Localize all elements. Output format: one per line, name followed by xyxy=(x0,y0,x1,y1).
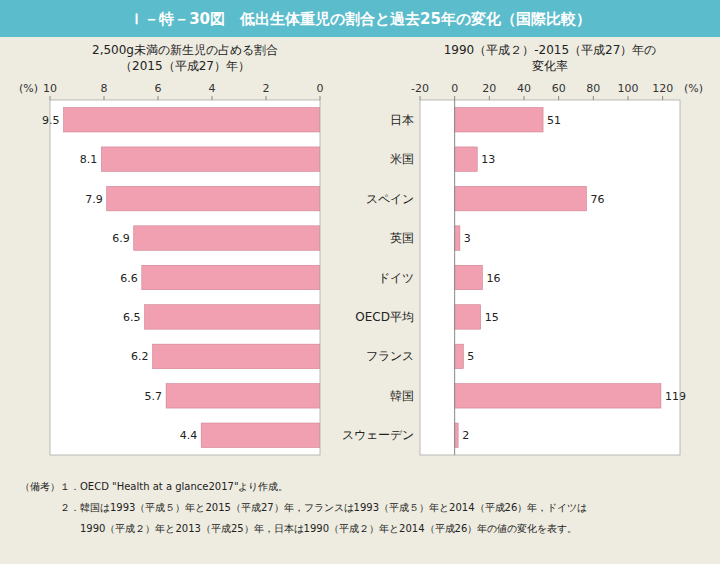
chart-subtitle: 変化率 xyxy=(532,59,568,73)
category-label: 英国 xyxy=(390,231,414,245)
tick xyxy=(158,96,159,100)
data-label: 5.7 xyxy=(145,390,163,403)
tick xyxy=(524,96,525,100)
data-label: 76 xyxy=(590,193,604,206)
tick xyxy=(104,96,105,100)
tick xyxy=(212,96,213,100)
tick-label: -20 xyxy=(411,82,429,95)
bar xyxy=(455,265,483,289)
tick-label: 4 xyxy=(209,82,216,95)
chart: 1990（平成２）-2015（平成27）年の変化率 2 119 5 15 16 3 76 13 5… xyxy=(342,43,703,455)
data-label: 6.9 xyxy=(112,232,130,245)
data-label: 3 xyxy=(464,232,471,245)
data-label: 7.9 xyxy=(85,193,103,206)
tick-label: 60 xyxy=(552,82,566,95)
tick-label: 6 xyxy=(155,82,162,95)
bar xyxy=(455,344,464,368)
bar xyxy=(455,305,481,329)
data-label: 8.1 xyxy=(80,153,98,166)
bar xyxy=(201,423,320,447)
bar xyxy=(455,147,478,171)
tick xyxy=(628,96,629,100)
tick-label: 80 xyxy=(586,82,600,95)
tick-label: 120 xyxy=(652,82,673,95)
background xyxy=(0,0,720,564)
bars xyxy=(64,107,321,447)
data-label: 119 xyxy=(665,390,686,403)
data-label: 6.6 xyxy=(120,272,138,285)
bar xyxy=(455,226,460,250)
category-label: スペイン xyxy=(366,192,414,206)
axis-label: (%) xyxy=(19,82,38,95)
category-label: スウェーデン xyxy=(342,428,414,442)
note: （備考）１．OECD "Health at a glance2017"より作成。 xyxy=(20,481,289,492)
tick xyxy=(320,96,321,100)
data-label: 6.5 xyxy=(123,311,141,324)
bar xyxy=(153,344,320,368)
tick-label: 8 xyxy=(101,82,108,95)
tick-label: 20 xyxy=(482,82,496,95)
chart-title: 1990（平成２）-2015（平成27）年の xyxy=(444,43,657,57)
bar xyxy=(455,107,543,131)
tick xyxy=(50,96,51,100)
data-label: 16 xyxy=(486,272,500,285)
bar xyxy=(455,384,661,408)
tick xyxy=(420,96,421,100)
tick xyxy=(454,96,455,100)
tick-label: 10 xyxy=(43,82,57,95)
axis-label: (%) xyxy=(684,82,703,95)
chart-title: 2,500g未満の新生児の占める割合 xyxy=(92,43,278,57)
bars xyxy=(455,107,661,447)
bar xyxy=(142,265,320,289)
chart-subtitle: （2015（平成27）年） xyxy=(120,59,250,73)
category-label: 日本 xyxy=(390,113,414,127)
tick xyxy=(489,96,490,100)
category-label: ドイツ xyxy=(378,271,414,285)
data-label: 6.2 xyxy=(131,350,149,363)
data-label: 2 xyxy=(462,429,469,442)
bar xyxy=(166,384,320,408)
plot-frame xyxy=(50,100,320,455)
category-label: フランス xyxy=(366,349,414,363)
chart-root: Ｉ－特－30図 低出生体重児の割合と過去25年の変化（国際比較） 2,500g未満… xyxy=(0,0,720,564)
bar xyxy=(455,186,587,210)
bar xyxy=(64,107,321,131)
data-label: 51 xyxy=(547,114,561,127)
tick xyxy=(558,96,559,100)
tick-label: 100 xyxy=(618,82,639,95)
plot-area xyxy=(420,100,680,455)
bar xyxy=(145,305,321,329)
zero-line xyxy=(454,100,455,455)
note: ２．韓国は1993（平成５）年と2015（平成27）年，フランスは1993（平成… xyxy=(20,502,587,513)
bar xyxy=(101,147,320,171)
title: Ｉ－特－30図 低出生体重児の割合と過去25年の変化（国際比較） xyxy=(129,10,591,28)
category-label: 韓国 xyxy=(390,389,414,403)
note: 1990（平成２）年と2013（平成25）年，日本は1990（平成２）年と201… xyxy=(20,523,577,534)
data-label: 9.5 xyxy=(42,114,60,127)
tick-label: 0 xyxy=(451,82,458,95)
data-label: 15 xyxy=(485,311,499,324)
tick xyxy=(593,96,594,100)
plot-frame xyxy=(420,100,680,455)
tick xyxy=(662,96,663,100)
bar xyxy=(134,226,320,250)
title-bar xyxy=(0,0,720,37)
tick xyxy=(266,96,267,100)
bar xyxy=(455,423,458,447)
data-label: 5 xyxy=(467,350,474,363)
data-label: 4.4 xyxy=(180,429,198,442)
bar xyxy=(107,186,320,210)
category-label: 米国 xyxy=(390,152,414,166)
data-label: 13 xyxy=(481,153,495,166)
tick-label: 0 xyxy=(317,82,324,95)
chart: 2,500g未満の新生児の占める割合 （2015（平成27）年） 4.4 5.7 6.2… xyxy=(19,43,324,455)
tick-label: 2 xyxy=(263,82,270,95)
category-label: OECD平均 xyxy=(355,310,414,324)
plot-area xyxy=(50,100,320,455)
tick-label: 40 xyxy=(517,82,531,95)
